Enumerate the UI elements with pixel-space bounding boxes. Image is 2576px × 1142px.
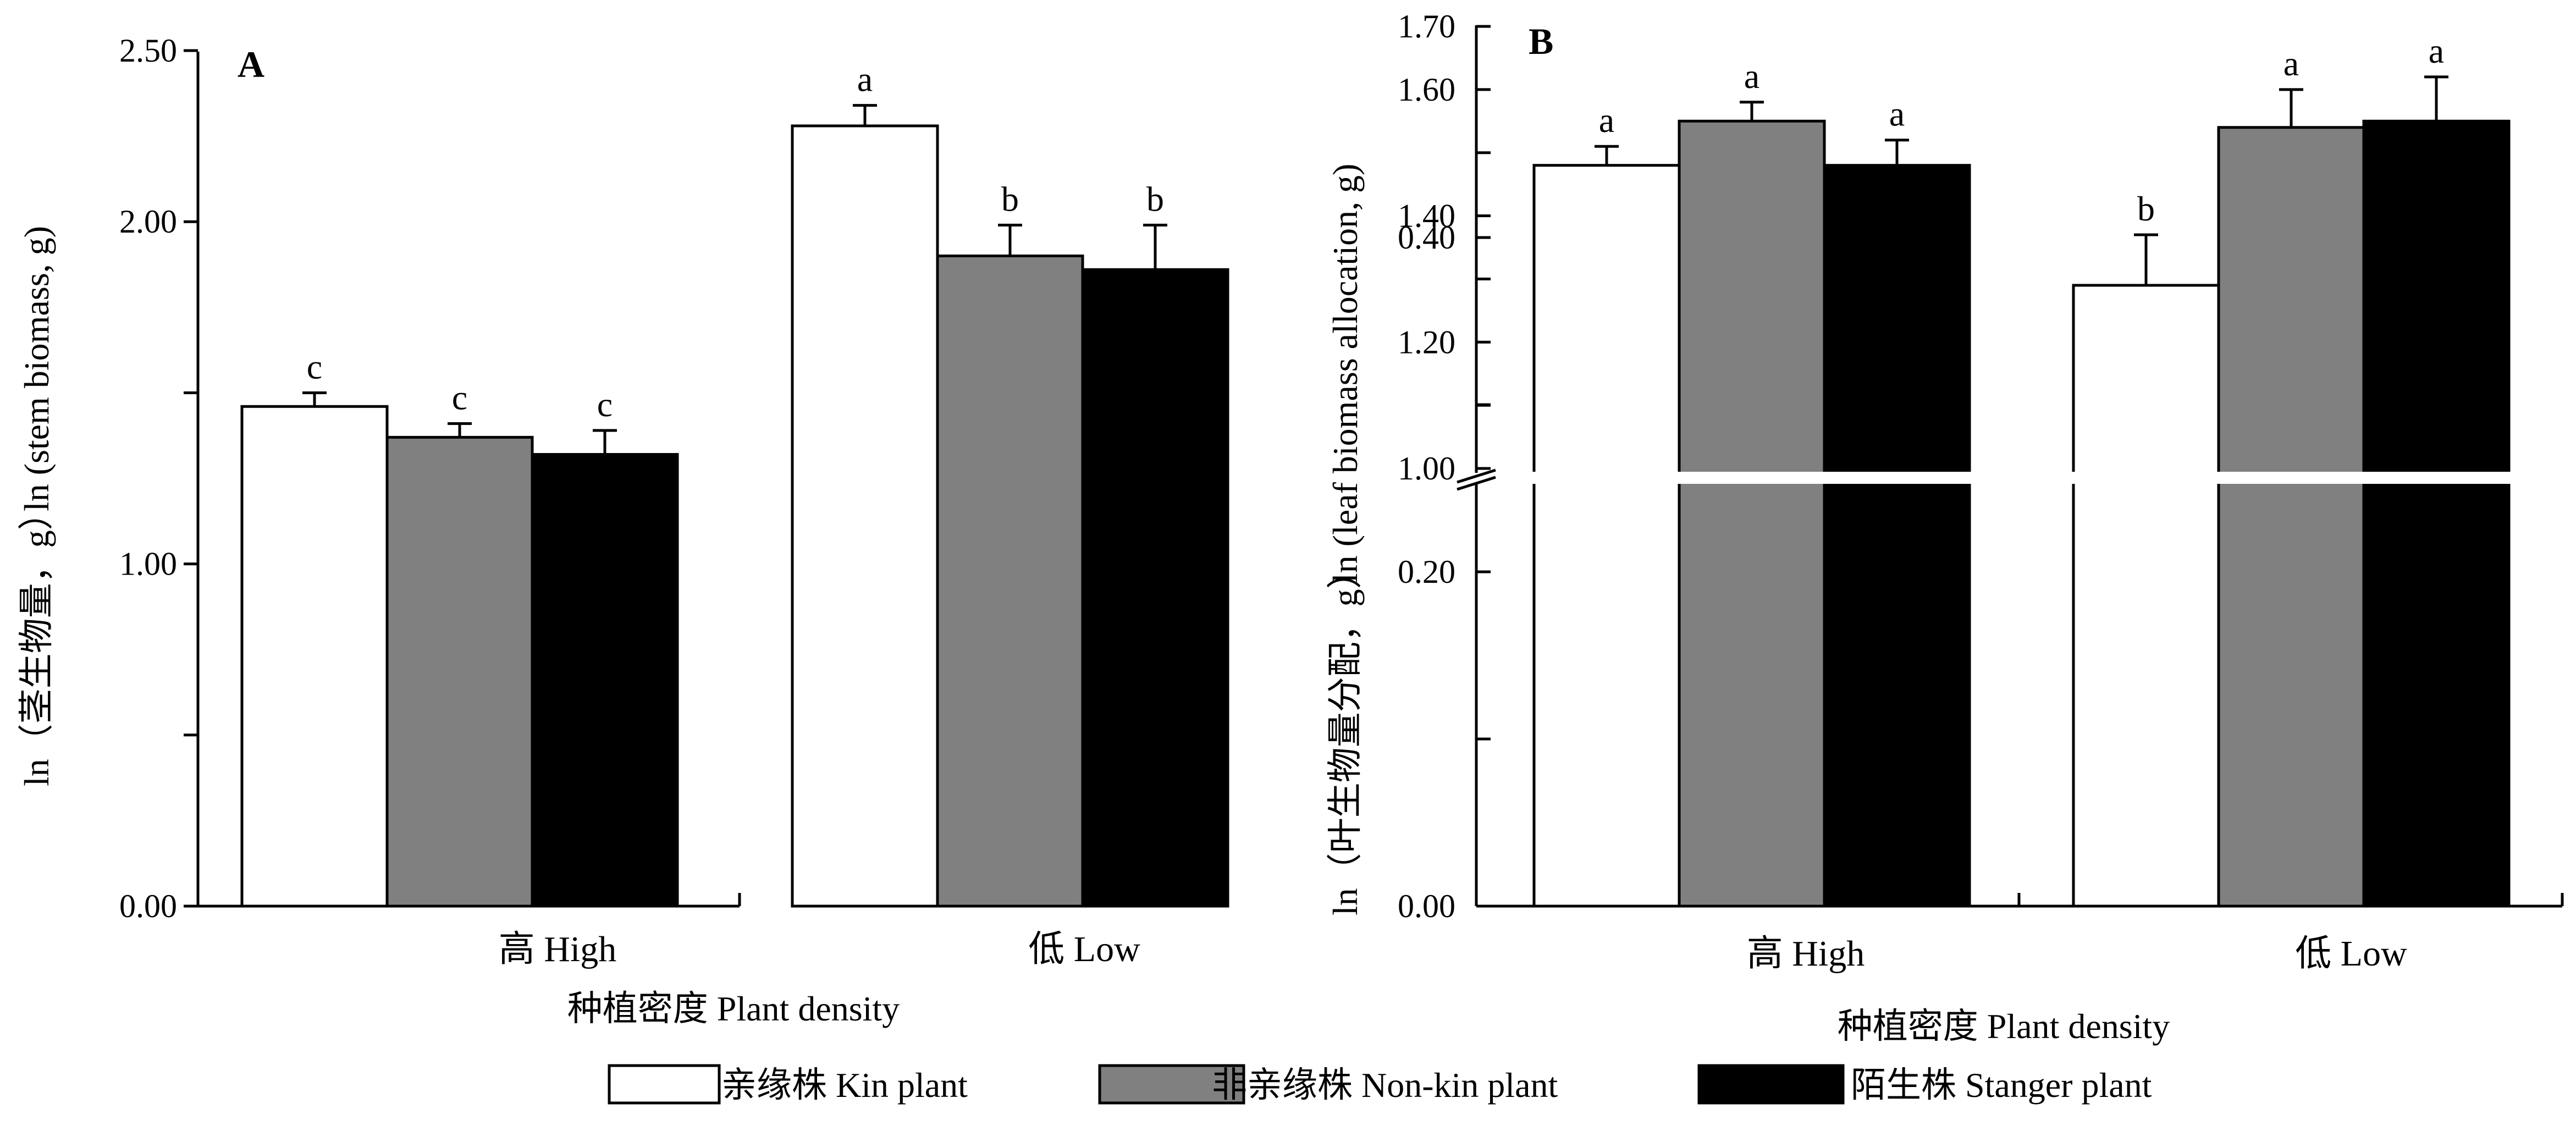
panel-a-y-ticks: 0.00 1.00 2.00 2.50 bbox=[119, 32, 198, 924]
legend-swatch-stranger bbox=[1697, 1064, 1845, 1105]
bar-kin bbox=[1532, 164, 1681, 908]
panel-a-y-axis-title-cn: ln（茎生物量，g） bbox=[17, 495, 56, 786]
y-tick-label: 0.00 bbox=[119, 888, 177, 924]
y-tick-label: 1.70 bbox=[1398, 8, 1455, 45]
panel-a-label: A bbox=[238, 43, 264, 85]
significance-letter: c bbox=[597, 385, 613, 424]
y-tick-label: 1.60 bbox=[1398, 71, 1455, 108]
panel-b-y-ticks: 1.00 1.20 1.40 1.60 1.70 0.00 0.20 0.40 bbox=[1398, 8, 1491, 924]
legend-label-non-kin: 非亲缘株 Non-kin plant bbox=[1212, 1066, 1558, 1105]
panel-a-bars: c c c a b b bbox=[240, 60, 1229, 908]
bar-stranger bbox=[2362, 119, 2511, 908]
panel-b-x-axis-title: 种植密度 Plant density bbox=[1838, 1007, 2170, 1046]
panel-a-category-label: 低 Low bbox=[1028, 929, 1140, 969]
bar-non_kin bbox=[2217, 126, 2365, 908]
legend-swatch-kin bbox=[608, 1064, 721, 1105]
significance-letter: a bbox=[1744, 57, 1759, 96]
significance-letter: c bbox=[452, 378, 467, 417]
axis-break-mark bbox=[1457, 468, 1496, 484]
y-tick-label: 1.20 bbox=[1398, 324, 1455, 360]
y-tick-label: 1.40 bbox=[1398, 198, 1455, 234]
y-tick-label: 0.20 bbox=[1398, 554, 1455, 590]
y-tick-label: 1.00 bbox=[119, 546, 177, 582]
significance-letter: a bbox=[2429, 31, 2444, 70]
panel-a-y-axis-title-en: ln (stem biomass, g) bbox=[17, 226, 56, 511]
y-tick-label: 0.40 bbox=[1398, 219, 1455, 256]
panel-b-category-label: 低 Low bbox=[2295, 934, 2407, 974]
panel-b-label: B bbox=[1529, 20, 1553, 62]
axis-break-mark bbox=[1457, 476, 1496, 491]
bar-kin bbox=[240, 405, 389, 908]
panel-a-x-axis-title: 种植密度 Plant density bbox=[567, 989, 900, 1028]
bar-stranger bbox=[531, 453, 679, 908]
y-tick-label: 0.00 bbox=[1398, 888, 1455, 924]
panel-a: A 0.00 1.00 2.00 2.50 c c c a b b 高 High 低 Low 种… bbox=[17, 32, 1229, 1028]
significance-letter: a bbox=[1889, 95, 1905, 134]
bar-non_kin bbox=[936, 254, 1084, 908]
bar-non_kin bbox=[385, 435, 534, 908]
legend-label-kin: 亲缘株 Kin plant bbox=[721, 1066, 968, 1105]
panel-b: B 1.001.201.401.601.700.000.200.40 aaaba… bbox=[1326, 8, 2564, 1046]
significance-letter: a bbox=[857, 60, 873, 99]
bar-kin bbox=[2072, 284, 2220, 908]
panel-b-bars: a a a b a a bbox=[1529, 31, 2514, 908]
legend-label-stranger: 陌生株 Stanger plant bbox=[1851, 1066, 2152, 1105]
panel-b-y-axis-title-cn: ln（叶生物量分配，g） bbox=[1326, 554, 1365, 915]
panel-b-y-axis-title-en: ln (leaf biomass allocation, g) bbox=[1326, 164, 1365, 583]
legend: 亲缘株 Kin plant 非亲缘株 Non-kin plant 陌生株 Sta… bbox=[608, 1064, 2152, 1105]
bar-kin bbox=[791, 124, 939, 908]
significance-letter: b bbox=[1001, 179, 1019, 218]
y-tick-label: 1.00 bbox=[1398, 450, 1455, 487]
significance-letter: b bbox=[1146, 179, 1164, 218]
bar-stranger bbox=[1823, 164, 1971, 908]
axis-break-gap bbox=[1529, 472, 2514, 484]
legend-swatch-non-kin bbox=[1098, 1064, 1245, 1105]
significance-letter: b bbox=[2137, 189, 2155, 228]
panel-a-category-label: 高 High bbox=[499, 929, 617, 969]
panel-b-x-ticks bbox=[1475, 893, 2564, 906]
significance-letter: a bbox=[2283, 44, 2299, 83]
significance-letter: a bbox=[1599, 101, 1614, 140]
bar-non_kin bbox=[1678, 119, 1826, 908]
y-tick-label: 2.50 bbox=[119, 32, 177, 69]
bar-stranger bbox=[1081, 268, 1229, 908]
y-tick-label: 2.00 bbox=[119, 203, 177, 240]
panel-b-category-label: 高 High bbox=[1747, 934, 1865, 974]
significance-letter: c bbox=[307, 347, 322, 386]
